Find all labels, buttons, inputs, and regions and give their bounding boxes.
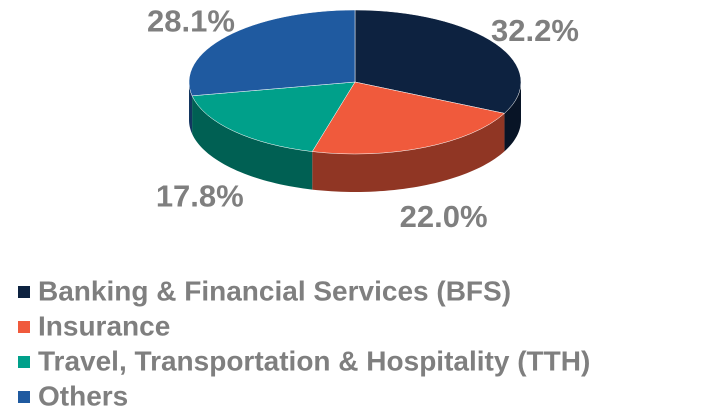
data-label: 32.2% — [491, 13, 579, 48]
pie-slice — [191, 81, 356, 152]
legend-swatch — [18, 391, 30, 403]
legend-label: Banking & Financial Services (BFS) — [38, 275, 511, 306]
data-label: 22.0% — [400, 199, 488, 234]
pie-side — [192, 95, 313, 190]
legend-label: Others — [38, 380, 128, 411]
legend-swatch — [18, 321, 30, 333]
pie-side — [312, 113, 505, 192]
legend-label: Insurance — [38, 310, 170, 341]
pie-side — [189, 82, 193, 134]
legend-swatch — [18, 356, 30, 368]
data-label: 28.1% — [147, 4, 235, 39]
pie-slice — [188, 9, 356, 97]
pie-side — [504, 82, 521, 152]
pie-slice — [311, 81, 505, 155]
pie-slice — [354, 9, 522, 114]
data-label: 17.8% — [156, 178, 244, 213]
legend-swatch — [18, 286, 30, 298]
legend-label: Travel, Transportation & Hospitality (TT… — [38, 345, 590, 376]
